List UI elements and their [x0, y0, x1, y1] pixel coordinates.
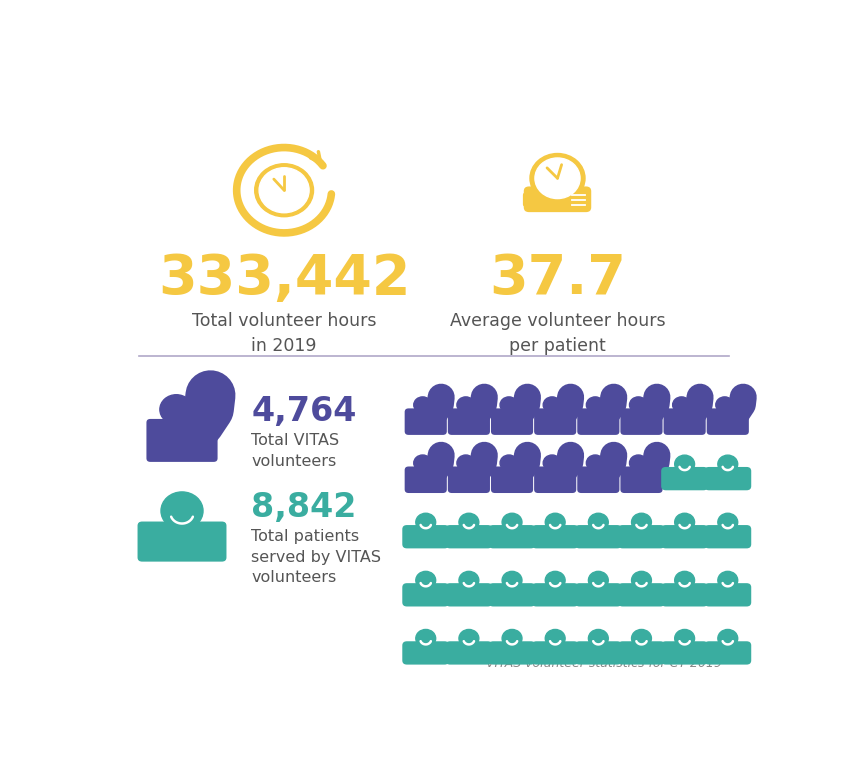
Circle shape — [630, 455, 648, 471]
FancyBboxPatch shape — [577, 467, 620, 493]
Circle shape — [457, 455, 474, 471]
Circle shape — [675, 629, 694, 648]
FancyBboxPatch shape — [402, 641, 449, 665]
Circle shape — [545, 571, 565, 589]
Circle shape — [414, 455, 432, 471]
Circle shape — [586, 397, 604, 413]
Circle shape — [718, 455, 738, 473]
FancyBboxPatch shape — [661, 467, 708, 490]
Circle shape — [543, 455, 561, 471]
Circle shape — [675, 455, 694, 473]
Circle shape — [502, 571, 522, 589]
Circle shape — [500, 455, 518, 471]
Circle shape — [718, 514, 738, 531]
FancyBboxPatch shape — [706, 408, 749, 435]
Circle shape — [718, 571, 738, 589]
Circle shape — [588, 629, 609, 648]
FancyBboxPatch shape — [534, 408, 576, 435]
FancyBboxPatch shape — [620, 467, 662, 493]
Circle shape — [457, 397, 474, 413]
FancyBboxPatch shape — [661, 583, 708, 607]
Circle shape — [588, 571, 609, 589]
Circle shape — [416, 629, 436, 648]
Circle shape — [588, 514, 609, 531]
Text: 37.7: 37.7 — [489, 252, 626, 306]
FancyBboxPatch shape — [138, 521, 226, 561]
FancyBboxPatch shape — [705, 583, 751, 607]
FancyBboxPatch shape — [664, 408, 706, 435]
Circle shape — [535, 158, 580, 199]
FancyBboxPatch shape — [489, 641, 536, 665]
Text: Total volunteer hours
in 2019: Total volunteer hours in 2019 — [192, 312, 377, 355]
FancyBboxPatch shape — [618, 525, 665, 548]
Text: Total patients
served by VITAS
volunteers: Total patients served by VITAS volunteer… — [252, 529, 381, 585]
Circle shape — [500, 397, 518, 413]
FancyBboxPatch shape — [575, 525, 622, 548]
FancyBboxPatch shape — [405, 467, 447, 493]
Circle shape — [530, 153, 585, 203]
FancyBboxPatch shape — [489, 525, 536, 548]
Circle shape — [459, 629, 479, 648]
FancyBboxPatch shape — [575, 641, 622, 665]
Circle shape — [675, 571, 694, 589]
Circle shape — [586, 455, 604, 471]
Circle shape — [630, 397, 648, 413]
Circle shape — [718, 629, 738, 648]
Circle shape — [416, 571, 436, 589]
Circle shape — [414, 397, 432, 413]
FancyBboxPatch shape — [661, 641, 708, 665]
Circle shape — [545, 629, 565, 648]
Circle shape — [632, 629, 651, 648]
Circle shape — [459, 514, 479, 531]
Text: 8,842: 8,842 — [252, 491, 356, 524]
FancyBboxPatch shape — [448, 408, 490, 435]
Circle shape — [632, 514, 651, 531]
Circle shape — [255, 164, 314, 216]
FancyBboxPatch shape — [445, 525, 492, 548]
FancyBboxPatch shape — [532, 525, 579, 548]
FancyBboxPatch shape — [402, 583, 449, 607]
Text: Total VITAS
volunteers: Total VITAS volunteers — [252, 434, 339, 469]
FancyBboxPatch shape — [405, 408, 447, 435]
Circle shape — [416, 514, 436, 531]
FancyBboxPatch shape — [532, 583, 579, 607]
FancyBboxPatch shape — [705, 525, 751, 548]
Circle shape — [459, 571, 479, 589]
Circle shape — [545, 514, 565, 531]
FancyBboxPatch shape — [577, 408, 620, 435]
FancyBboxPatch shape — [618, 583, 665, 607]
FancyBboxPatch shape — [618, 641, 665, 665]
Circle shape — [632, 571, 651, 589]
FancyBboxPatch shape — [402, 525, 449, 548]
Circle shape — [502, 629, 522, 648]
FancyBboxPatch shape — [661, 525, 708, 548]
FancyBboxPatch shape — [489, 583, 536, 607]
FancyBboxPatch shape — [445, 583, 492, 607]
FancyBboxPatch shape — [534, 467, 576, 493]
FancyBboxPatch shape — [705, 467, 751, 490]
Circle shape — [675, 514, 694, 531]
FancyBboxPatch shape — [523, 192, 536, 207]
Circle shape — [160, 395, 193, 424]
FancyBboxPatch shape — [445, 641, 492, 665]
FancyBboxPatch shape — [146, 419, 218, 462]
Circle shape — [543, 397, 561, 413]
Circle shape — [259, 168, 309, 213]
Circle shape — [502, 514, 522, 531]
Circle shape — [161, 492, 203, 530]
FancyBboxPatch shape — [448, 467, 490, 493]
Text: 4,764: 4,764 — [252, 395, 356, 428]
Text: 333,442: 333,442 — [158, 252, 411, 306]
FancyBboxPatch shape — [491, 408, 533, 435]
FancyBboxPatch shape — [524, 186, 592, 212]
Text: Average volunteer hours
per patient: Average volunteer hours per patient — [450, 312, 666, 355]
FancyBboxPatch shape — [620, 408, 662, 435]
Circle shape — [716, 397, 734, 413]
Text: VITAS volunteer statistics for CY 2019: VITAS volunteer statistics for CY 2019 — [486, 658, 722, 671]
FancyBboxPatch shape — [575, 583, 622, 607]
Circle shape — [672, 397, 690, 413]
FancyBboxPatch shape — [491, 467, 533, 493]
FancyBboxPatch shape — [705, 641, 751, 665]
FancyBboxPatch shape — [532, 641, 579, 665]
